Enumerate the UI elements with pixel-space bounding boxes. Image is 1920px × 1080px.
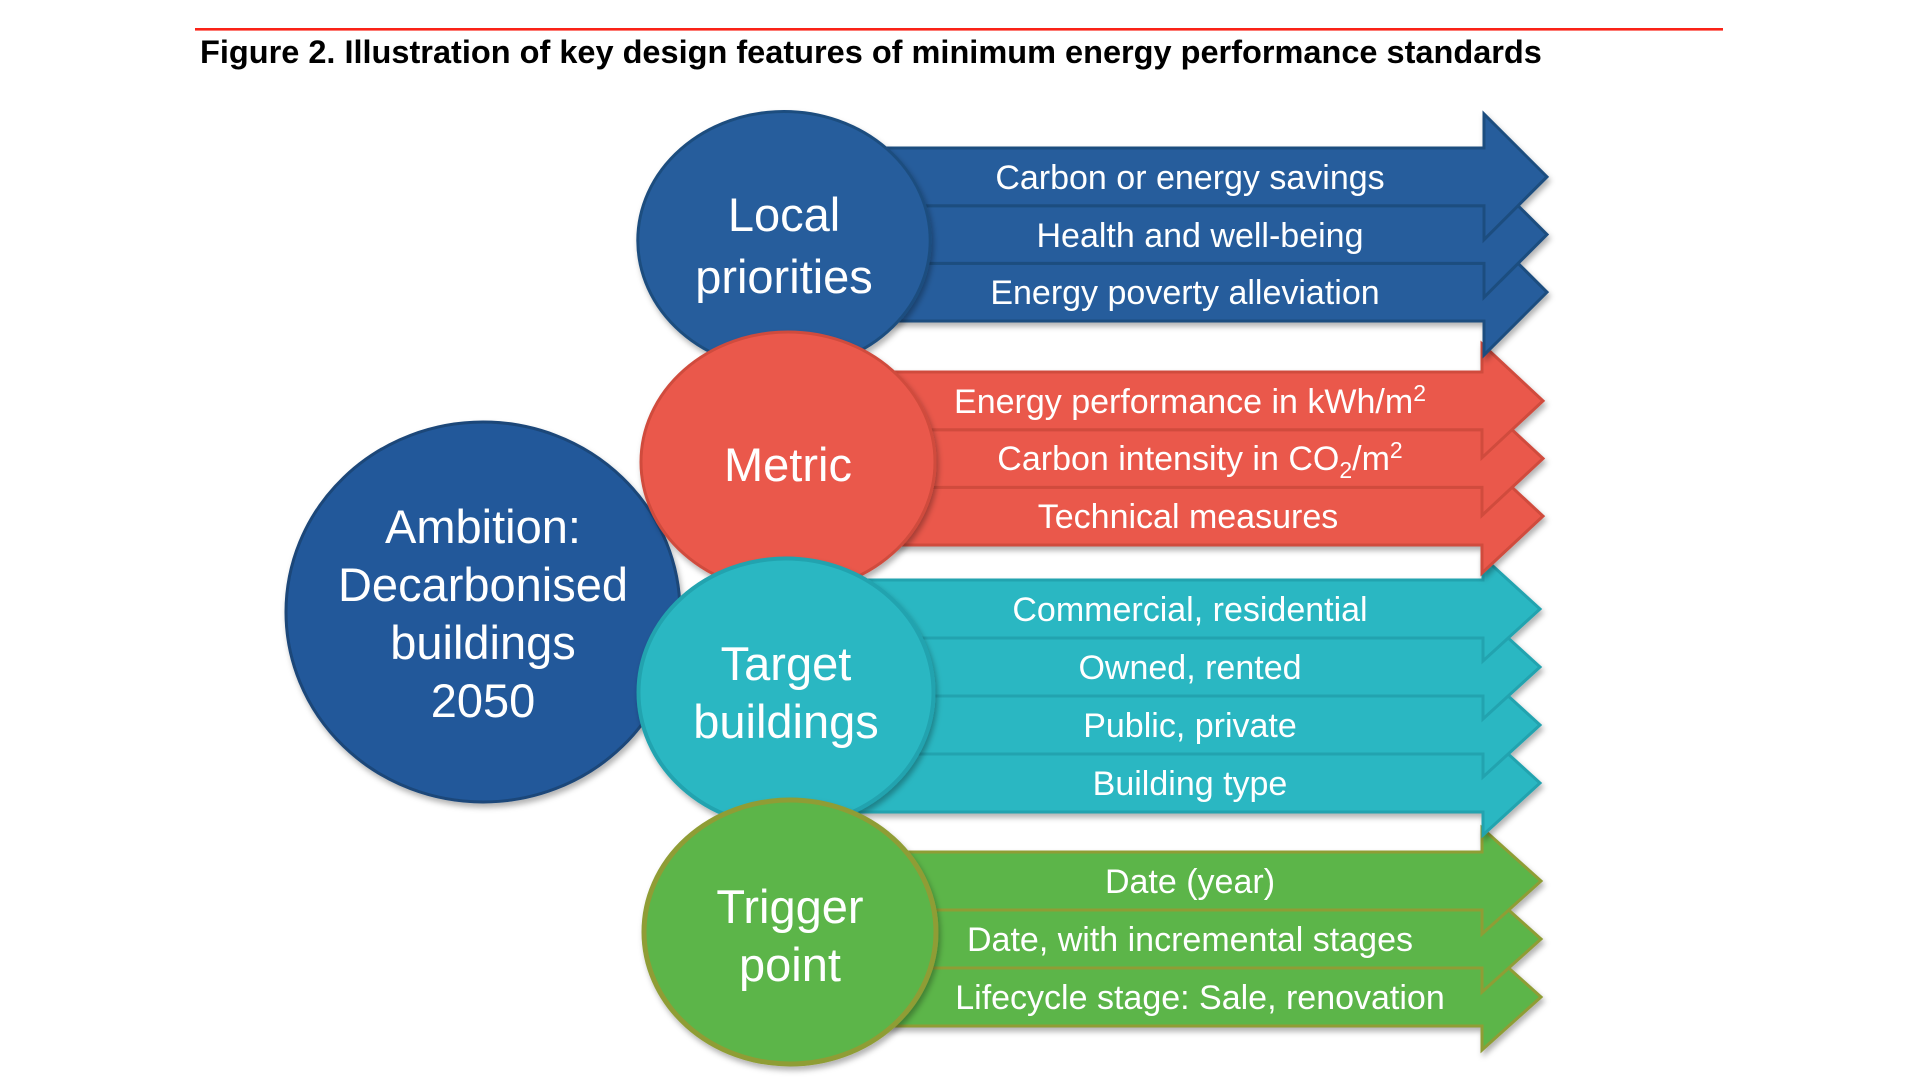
svg-text:Commercial, residential: Commercial, residential (1012, 591, 1367, 629)
svg-text:Ambition:: Ambition: (385, 500, 581, 553)
svg-text:Figure 2. Illustration of key: Figure 2. Illustration of key design fea… (200, 34, 1542, 70)
svg-text:Date (year): Date (year) (1105, 863, 1275, 901)
svg-text:Public, private: Public, private (1083, 707, 1297, 745)
svg-text:buildings: buildings (693, 695, 879, 748)
svg-text:Lifecycle stage: Sale, renovat: Lifecycle stage: Sale, renovation (955, 979, 1445, 1017)
svg-text:Carbon or energy savings: Carbon or energy savings (995, 159, 1384, 197)
svg-text:Technical measures: Technical measures (1038, 498, 1338, 536)
svg-text:Target: Target (721, 637, 852, 690)
svg-text:priorities: priorities (695, 250, 873, 303)
svg-text:point: point (739, 938, 841, 991)
svg-text:2050: 2050 (431, 674, 536, 727)
svg-text:Carbon intensity in CO2/m2: Carbon intensity in CO2/m2 (997, 437, 1402, 483)
svg-text:Building type: Building type (1093, 765, 1288, 803)
svg-text:Date, with incremental stages: Date, with incremental stages (967, 921, 1413, 959)
svg-text:Energy poverty alleviation: Energy poverty alleviation (990, 274, 1379, 312)
svg-text:buildings: buildings (390, 616, 576, 669)
svg-text:Local: Local (728, 188, 840, 241)
svg-text:Metric: Metric (724, 438, 852, 491)
svg-text:Owned, rented: Owned, rented (1078, 649, 1301, 687)
svg-text:Decarbonised: Decarbonised (338, 558, 628, 611)
svg-text:Trigger: Trigger (716, 880, 863, 933)
svg-text:Health and well-being: Health and well-being (1037, 217, 1364, 255)
svg-text:Energy performance in kWh/m2: Energy performance in kWh/m2 (954, 380, 1426, 421)
